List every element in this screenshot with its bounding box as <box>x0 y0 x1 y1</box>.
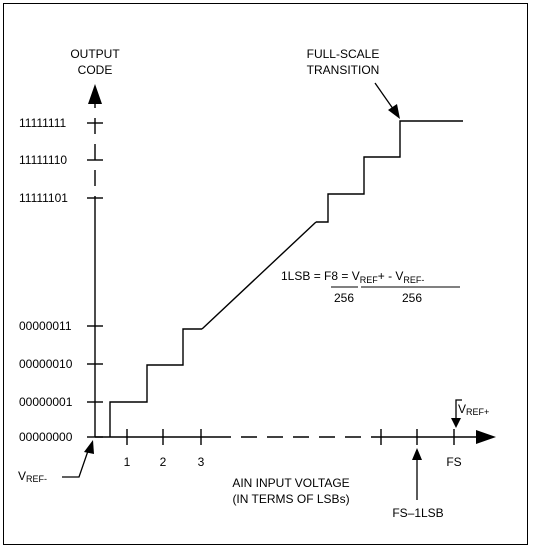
x-tick-label: 2 <box>160 455 167 469</box>
vref-plus-arrowhead <box>451 418 461 428</box>
y-axis-title-line2: CODE <box>78 63 113 77</box>
vref-plus-arrow <box>455 399 462 420</box>
y-axis-title-line1: OUTPUT <box>70 47 120 61</box>
full-scale-label-line1: FULL-SCALE <box>307 47 380 61</box>
y-tick-label: 00000011 <box>19 319 72 333</box>
x-axis-title-line1: AIN INPUT VOLTAGE <box>232 476 349 490</box>
y-axis <box>88 84 102 437</box>
diagonal-ramp <box>201 221 317 330</box>
formula-denominator-right: 256 <box>402 291 422 305</box>
lower-staircase <box>109 328 202 437</box>
fs-minus-lsb-arrowhead <box>412 448 422 460</box>
lsb-formula: 1LSB = F8 = VREF+ - VREF- <box>281 269 424 285</box>
y-tick-label: 00000010 <box>19 357 73 371</box>
vref-minus-arrowhead <box>84 440 94 454</box>
y-tick-label: 00000001 <box>19 395 73 409</box>
y-tick-label: 11111111 <box>19 116 66 130</box>
x-axis <box>95 430 496 444</box>
x-tick-marks <box>126 429 455 445</box>
y-tick-label: 11111101 <box>19 191 68 205</box>
full-scale-arrowhead <box>388 104 400 119</box>
x-tick-label: 3 <box>198 455 205 469</box>
vref-plus-label: VREF+ <box>458 402 489 417</box>
x-tick-label: 1 <box>124 455 131 469</box>
y-tick-label: 00000000 <box>19 430 73 444</box>
x-axis-title-line2: (IN TERMS OF LSBs) <box>232 492 349 506</box>
figure-frame <box>3 3 528 545</box>
upper-staircase <box>316 120 463 223</box>
vref-minus-arrow <box>62 447 90 478</box>
x-tick-label: FS <box>446 455 461 469</box>
fs-minus-lsb-label: FS–1LSB <box>392 506 443 520</box>
y-tick-label: 11111110 <box>19 153 67 167</box>
full-scale-label-line2: TRANSITION <box>307 63 380 77</box>
vref-minus-label: VREF- <box>18 469 47 484</box>
formula-denominator-left: 256 <box>334 291 354 305</box>
